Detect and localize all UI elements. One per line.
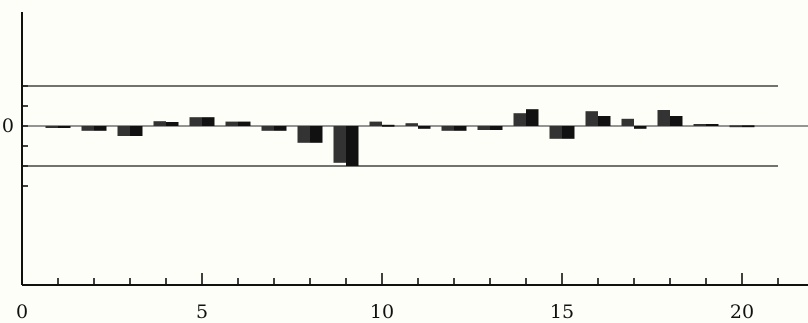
bar-s1-15 xyxy=(549,126,562,139)
bar-s1-7 xyxy=(261,126,274,131)
x-tick-label-0: 0 xyxy=(16,301,28,323)
bar-s2-6 xyxy=(238,121,251,126)
bar-s1-10 xyxy=(369,121,382,126)
bar-s1-17 xyxy=(621,118,634,126)
bar-s1-14 xyxy=(513,113,526,126)
bar-s2-17 xyxy=(634,126,647,129)
bar-s2-5 xyxy=(202,117,215,126)
bar-s2-20 xyxy=(742,125,755,128)
bar-s1-3 xyxy=(117,126,130,136)
bar-s1-6 xyxy=(225,121,238,126)
bar-s2-4 xyxy=(166,122,179,126)
bar-s2-18 xyxy=(670,116,683,126)
x-tick-label-15: 15 xyxy=(550,301,574,323)
bar-s2-11 xyxy=(418,126,431,129)
axes xyxy=(21,12,808,286)
bar-s1-12 xyxy=(441,126,454,131)
bar-s2-10 xyxy=(382,124,395,127)
bar-s2-15 xyxy=(562,126,575,139)
bar-s1-11 xyxy=(405,123,418,126)
bar-s1-2 xyxy=(81,126,94,131)
x-tick-label-5: 5 xyxy=(196,301,208,323)
bar-s2-12 xyxy=(454,126,467,131)
bar-s2-13 xyxy=(490,126,503,130)
bar-s1-9 xyxy=(333,126,346,163)
bar-s2-8 xyxy=(310,126,323,143)
bar-s2-7 xyxy=(274,126,287,131)
bar-s2-3 xyxy=(130,126,143,136)
bar-s1-19 xyxy=(693,124,706,126)
bars xyxy=(45,109,755,166)
y-tick-label-0: 0 xyxy=(2,115,14,137)
bar-s1-16 xyxy=(585,111,598,126)
bar-s2-1 xyxy=(58,126,71,128)
bar-s1-20 xyxy=(729,125,742,128)
bar-s2-14 xyxy=(526,109,539,126)
bar-s2-19 xyxy=(706,124,719,126)
x-tick-label-10: 10 xyxy=(370,301,394,323)
bar-s2-16 xyxy=(598,116,611,126)
bar-s1-18 xyxy=(657,110,670,126)
bar-s1-4 xyxy=(153,121,166,126)
bar-s1-8 xyxy=(297,126,310,143)
bar-s1-13 xyxy=(477,126,490,130)
bar-s2-9 xyxy=(346,126,359,166)
tick-labels: 0 5 10 15 20 0 xyxy=(2,115,754,323)
x-tick-label-20: 20 xyxy=(730,301,754,323)
bar-s1-1 xyxy=(45,126,58,128)
bar-s2-2 xyxy=(94,126,107,131)
bar-s1-5 xyxy=(189,117,202,126)
